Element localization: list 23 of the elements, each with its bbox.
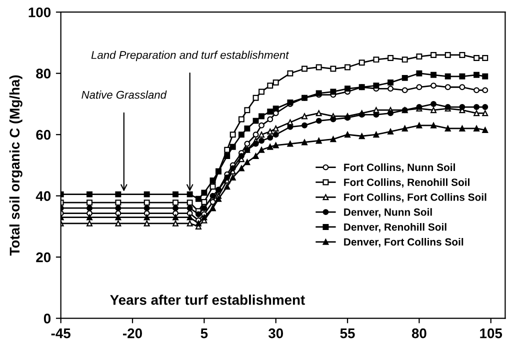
y-tick-label: 100 <box>28 7 51 18</box>
x-tick-label: 5 <box>200 328 208 338</box>
x-tick-label: -20 <box>123 328 142 338</box>
x-tick-label: 105 <box>480 328 502 338</box>
x-tick-label: -45 <box>51 328 70 338</box>
x-tick-label: 80 <box>412 328 426 338</box>
x-axis-title: Years after turf establishment <box>110 294 305 305</box>
y-tick-label: 60 <box>36 130 51 140</box>
y-tick-label: 0 <box>44 314 51 324</box>
y-tick-label: 20 <box>36 252 51 262</box>
legend-label: Denver, Nunn Soil <box>344 208 432 218</box>
x-tick-label: 30 <box>268 328 284 338</box>
x-tick-label: 55 <box>340 328 355 338</box>
legend-label: Fort Collins, Renohill Soil <box>344 178 470 188</box>
legend-label: Fort Collins, Nunn Soil <box>344 163 455 173</box>
y-tick-label: 40 <box>36 191 51 202</box>
legend-label: Denver, Fort Collins Soil <box>344 238 464 248</box>
y-axis-title: Total soil organic C (Mg/ha) <box>9 75 22 256</box>
annotation: Native Grassland <box>82 90 167 99</box>
legend-label: Fort Collins, Fort Collins Soil <box>344 193 486 202</box>
legend-label: Denver, Renohill Soil <box>344 223 446 232</box>
annotation: Land Preparation and turf establishment <box>91 50 290 62</box>
y-tick-label: 80 <box>36 68 51 79</box>
